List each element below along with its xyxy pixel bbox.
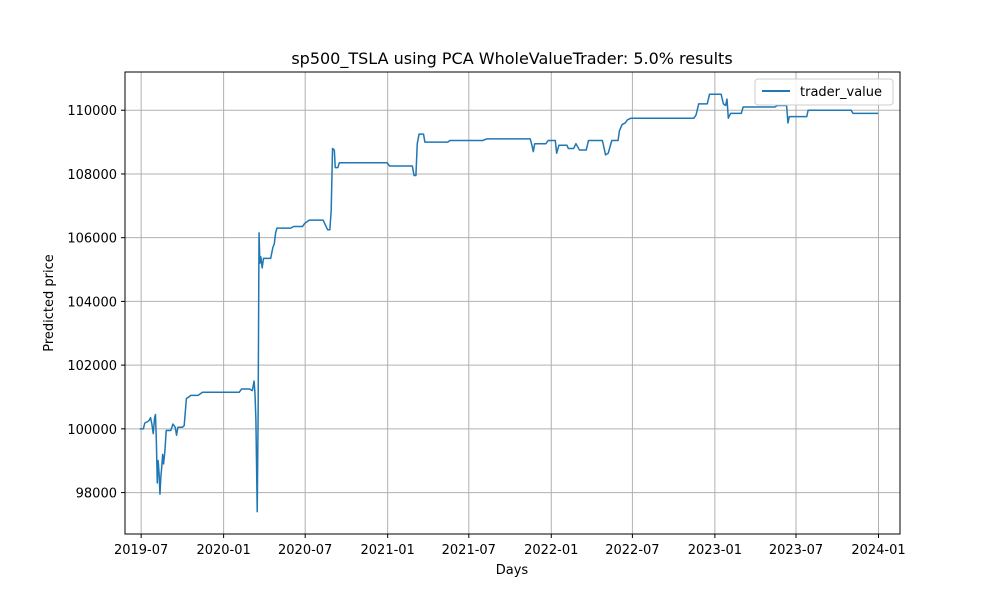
legend: trader_value xyxy=(754,78,894,106)
y-tick-label: 102000 xyxy=(67,359,117,374)
x-tick-label: 2022-07 xyxy=(605,543,659,558)
y-axis-label: Predicted price xyxy=(42,254,57,352)
x-tick-label: 2023-07 xyxy=(769,543,823,558)
y-tick-label: 110000 xyxy=(67,104,117,119)
chart-title: sp500_TSLA using PCA WholeValueTrader: 5… xyxy=(291,49,732,69)
y-tick-label: 106000 xyxy=(67,232,117,247)
legend-box xyxy=(754,78,894,106)
x-tick-label: 2019-07 xyxy=(114,543,168,558)
x-tick-label: 2024-01 xyxy=(851,543,905,558)
x-tick-label: 2023-01 xyxy=(688,543,742,558)
x-tick-label: 2021-07 xyxy=(442,543,496,558)
legend-label: trader_value xyxy=(800,85,882,100)
series-line-trader_value xyxy=(139,93,879,513)
grid-lines xyxy=(125,72,900,534)
y-tick-label: 108000 xyxy=(67,168,117,183)
plot-frame xyxy=(124,71,901,535)
y-tick-label: 104000 xyxy=(67,295,117,310)
x-tick-label: 2022-01 xyxy=(524,543,578,558)
y-axis-ticks: 98000 100000 102000 104000 106000 108000 11000… xyxy=(67,104,125,502)
x-tick-label: 2020-07 xyxy=(278,543,332,558)
y-tick-label: 100000 xyxy=(67,423,117,438)
x-axis-label: Days xyxy=(496,563,529,578)
x-axis-ticks: 2019-07 2020-01 2020-07 2021-01 2021-07 2022-… xyxy=(114,534,906,558)
x-tick-label: 2020-01 xyxy=(196,543,250,558)
data-series xyxy=(139,93,879,513)
y-tick-label: 98000 xyxy=(76,487,117,502)
x-tick-label: 2021-01 xyxy=(361,543,415,558)
